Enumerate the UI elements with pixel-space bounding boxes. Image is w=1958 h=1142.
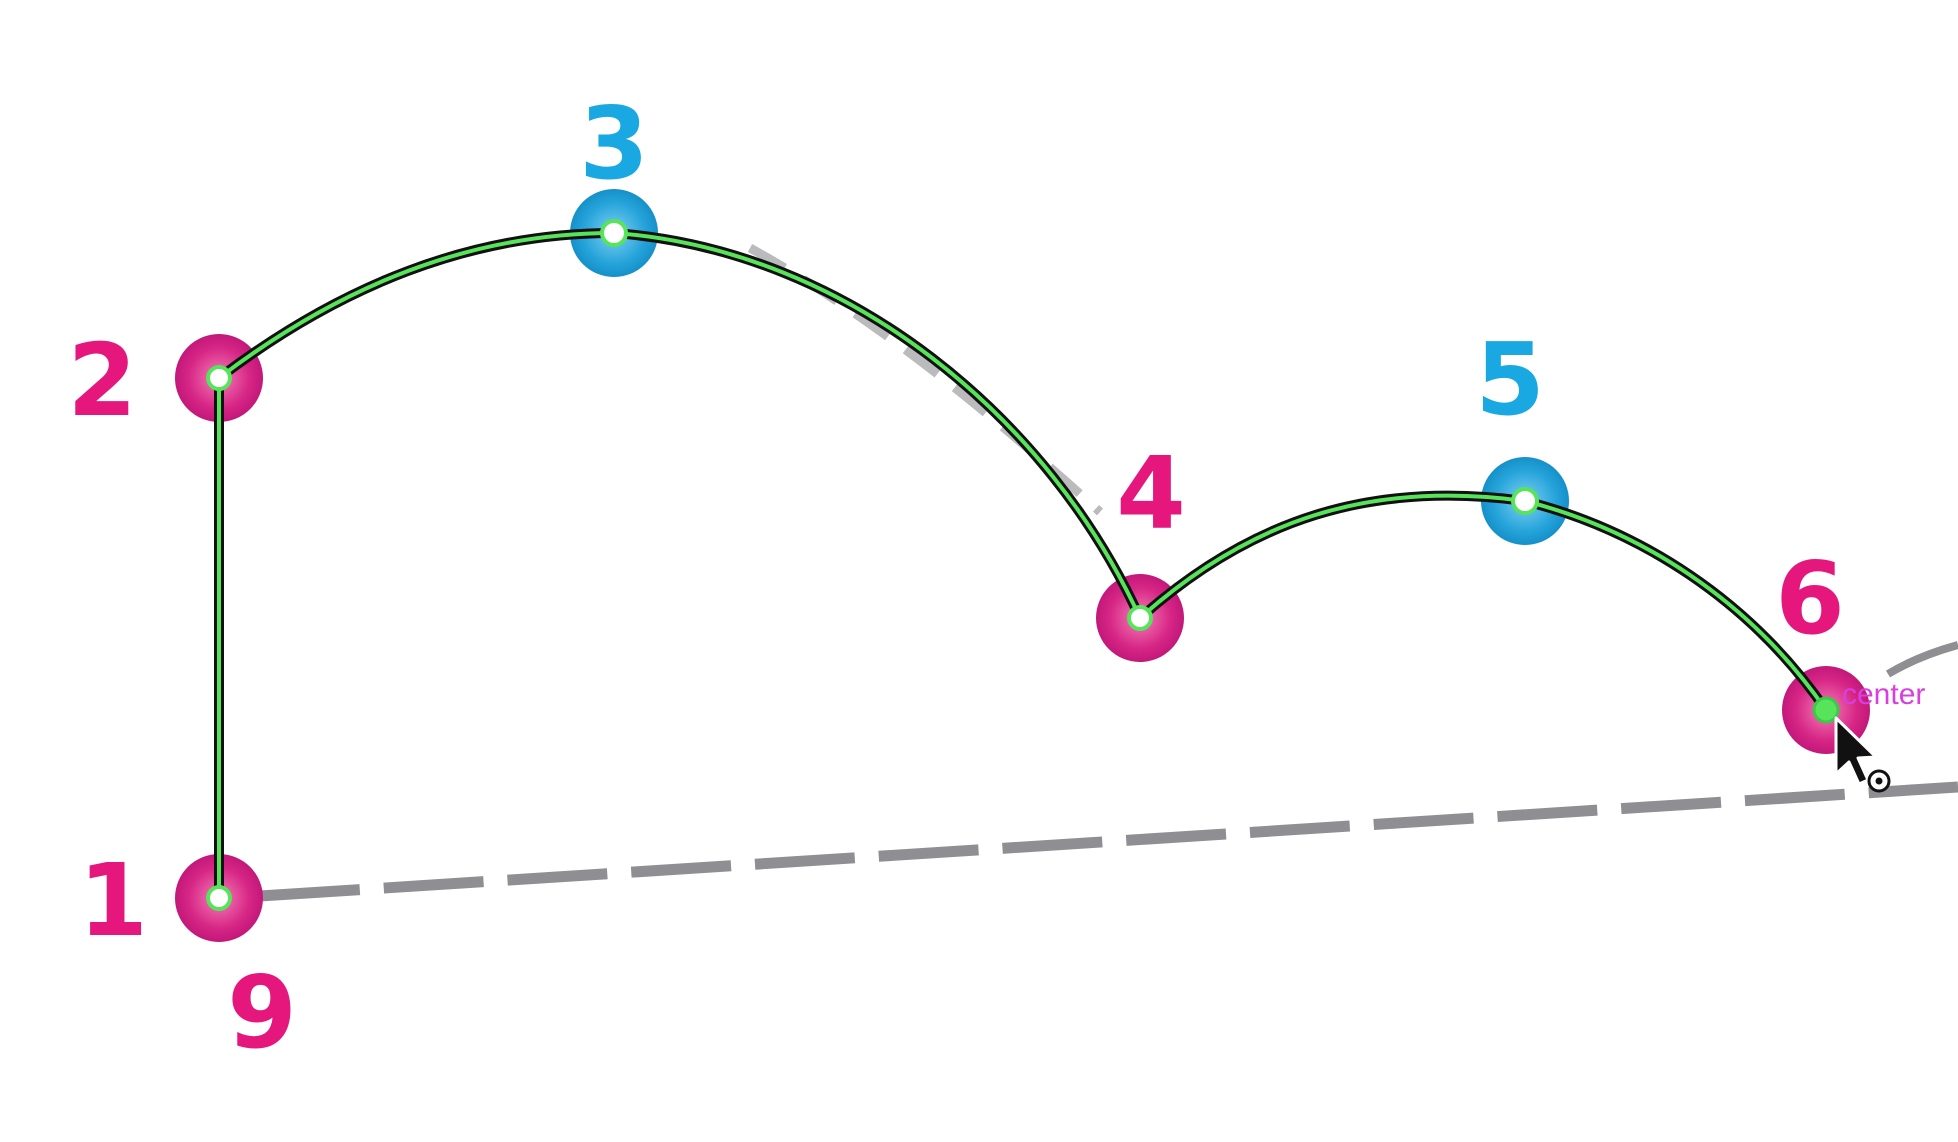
point-label-1: 1 (78, 842, 148, 959)
anchor-handle-5[interactable] (1511, 487, 1539, 515)
dashed-guide-arc (1885, 641, 1958, 678)
anchor-markers (175, 189, 1870, 942)
arrow-cursor-icon (1834, 716, 1878, 786)
point-label-6: 6 (1775, 540, 1845, 657)
anchor-handle-3[interactable] (600, 219, 628, 247)
guide-lines (259, 244, 1958, 902)
closing-point-label: 9 (227, 954, 297, 1071)
point-label-2: 2 (67, 322, 137, 439)
point-label-3: 3 (579, 85, 649, 202)
dashed-preview-segment (747, 244, 1104, 516)
point-label-5: 5 (1475, 321, 1545, 438)
anchor-handle-1[interactable] (206, 885, 232, 911)
bezier-path[interactable] (214, 228, 1831, 903)
path-stroke (217, 231, 1828, 900)
anchor-handles (206, 219, 1840, 911)
snap-target-icon (1867, 769, 1891, 793)
anchor-handle-4[interactable] (1127, 605, 1153, 631)
point-labels: 1 2 3 4 5 6 9 (67, 85, 1844, 1071)
path-outline (214, 228, 1831, 903)
point-label-4: 4 (1116, 435, 1186, 552)
anchor-handle-2[interactable] (206, 365, 232, 391)
anchor-handle-6[interactable] (1812, 696, 1840, 724)
snap-hint-label: center (1842, 678, 1925, 711)
dashed-guide-line (259, 781, 1958, 902)
